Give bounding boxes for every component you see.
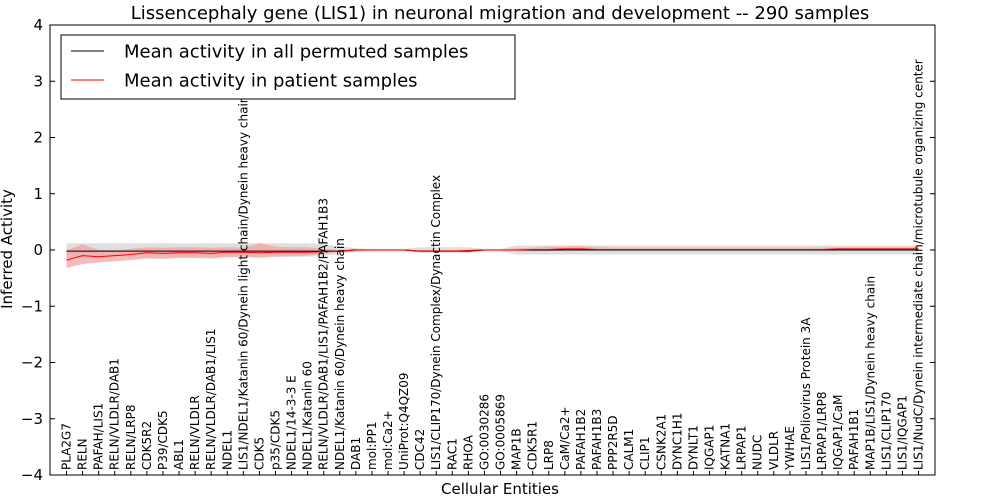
x-tick-label: RELN/VLDLR/DAB1/LIS1/PAFAH1B2/PAFAH1B3 — [317, 198, 331, 470]
x-tick-labels: PLA2G7 RELN PAFAH/LIS1 RELN/VLDLR/DAB1 RELN/… — [60, 59, 926, 471]
x-tick-label: RAC1 — [445, 438, 459, 470]
x-tick-label: PPP2R5D — [606, 415, 620, 470]
y-tick-label: 2 — [33, 129, 43, 147]
y-axis-label: Inferred Activity — [0, 189, 16, 309]
lines-layer — [66, 248, 919, 261]
x-tick-label: LIS1/CLIP170/Dynein Complex/Dynactin Com… — [429, 175, 443, 470]
x-tick-label: GO:0005869 — [494, 394, 508, 470]
x-tick-label: VLDLR — [767, 431, 781, 470]
x-tick-label: LIS1/NudC/Dynein intermediate chain/micr… — [912, 59, 926, 470]
y-tick-label: −1 — [21, 297, 43, 315]
x-tick-label: LRPAP1 — [735, 425, 749, 470]
ticks-layer: 4 3 2 1 0 −1 −2 −3 −4 — [21, 16, 935, 484]
x-tick-label: DYNLT1 — [686, 425, 700, 470]
x-tick-label: LIS1/NDEL1/Katanin 60/Dynein light chain… — [236, 96, 250, 470]
legend-box — [60, 34, 516, 100]
x-tick-label: MAP1B — [510, 428, 524, 470]
bands-layer — [66, 243, 919, 268]
x-tick-label: CALM1 — [622, 429, 636, 470]
x-tick-label: IQGAP1/CaM — [831, 395, 845, 471]
x-tick-label: PAFAH/LIS1 — [92, 403, 106, 470]
x-tick-label: ABL1 — [172, 439, 186, 470]
series-line-1 — [66, 248, 919, 261]
legend: Mean activity in all permuted samples Me… — [60, 34, 516, 100]
plot-frame — [49, 24, 936, 476]
y-tick-label: −4 — [21, 466, 43, 484]
y-tick-label: −2 — [21, 354, 43, 372]
x-tick-label: mol:Ca2+ — [381, 410, 395, 470]
x-tick-label: MAP1B/LIS1/Dynein heavy chain — [863, 276, 877, 470]
x-tick-label: p35/CDK5 — [268, 410, 282, 470]
x-tick-label: LIS1/CLIP170 — [879, 392, 893, 470]
x-tick-label: KATNA1 — [719, 423, 733, 470]
y-tick-label: −3 — [21, 410, 43, 428]
x-tick-label: UniProt:Q4QZ09 — [397, 372, 411, 470]
x-tick-label: RHOA — [461, 434, 475, 470]
x-tick-label: LRP8 — [542, 440, 556, 470]
x-tick-label: NUDC — [751, 435, 765, 470]
x-tick-label: IQGAP1 — [703, 425, 717, 470]
x-tick-label: NDEL1/Katanin 60 — [301, 361, 315, 470]
y-tick-label: 3 — [33, 72, 43, 90]
y-tick-label: 1 — [33, 185, 43, 203]
y-tick-label: 4 — [33, 16, 43, 34]
x-tick-label: LIS1/IQGAP1 — [895, 395, 909, 470]
x-tick-label: CLIP1 — [638, 437, 652, 470]
x-tick-label: CDK5R1 — [526, 421, 540, 470]
x-tick-label: RELN — [76, 438, 90, 470]
x-tick-label: PAFAH1B2 — [574, 409, 588, 470]
chart-title: Lissencephaly gene (LIS1) in neuronal mi… — [131, 3, 870, 24]
x-tick-label: CSNK2A1 — [654, 414, 668, 470]
x-tick-label: CDK5 — [252, 437, 266, 470]
x-tick-label: CDC42 — [413, 429, 427, 470]
x-tick-label: RELN/VLDLR/DAB1/LIS1 — [204, 329, 218, 470]
x-tick-label: RELN/LRP8 — [124, 404, 138, 470]
legend-label-patient: Mean activity in patient samples — [124, 71, 418, 92]
x-tick-label: PAFAH1B1 — [847, 409, 861, 470]
x-tick-label: NDEL1/Katanin 60/Dynein heavy chain — [333, 238, 347, 470]
x-tick-label: NDEL1 — [220, 430, 234, 470]
x-tick-label: LRPAP1/LRP8 — [815, 391, 829, 470]
x-tick-label: GO:0030286 — [477, 394, 491, 470]
x-tick-label: CDK5R2 — [140, 421, 154, 470]
x-tick-label: mol:PP1 — [365, 421, 379, 470]
x-tick-label: RELN/VLDLR — [188, 395, 202, 470]
x-tick-label: DYNC1H1 — [670, 412, 684, 470]
legend-label-permuted: Mean activity in all permuted samples — [124, 42, 468, 63]
x-axis-label: Cellular Entities — [441, 480, 559, 498]
x-tick-label: RELN/VLDLR/DAB1 — [108, 358, 122, 470]
x-tick-label: PLA2G7 — [60, 423, 74, 470]
x-tick-label: YWHAE — [783, 426, 797, 471]
y-tick-label: 0 — [33, 241, 43, 259]
x-tick-label: PAFAH1B3 — [590, 409, 604, 470]
x-tick-label: CaM/Ca2+ — [558, 406, 572, 470]
x-tick-label: LIS1/Poliovirus Protein 3A — [799, 317, 813, 470]
x-tick-label: NDEL1/14-3-3 E — [285, 375, 299, 470]
x-tick-label: DAB1 — [349, 437, 363, 470]
x-tick-label: P39/CDK5 — [156, 410, 170, 470]
